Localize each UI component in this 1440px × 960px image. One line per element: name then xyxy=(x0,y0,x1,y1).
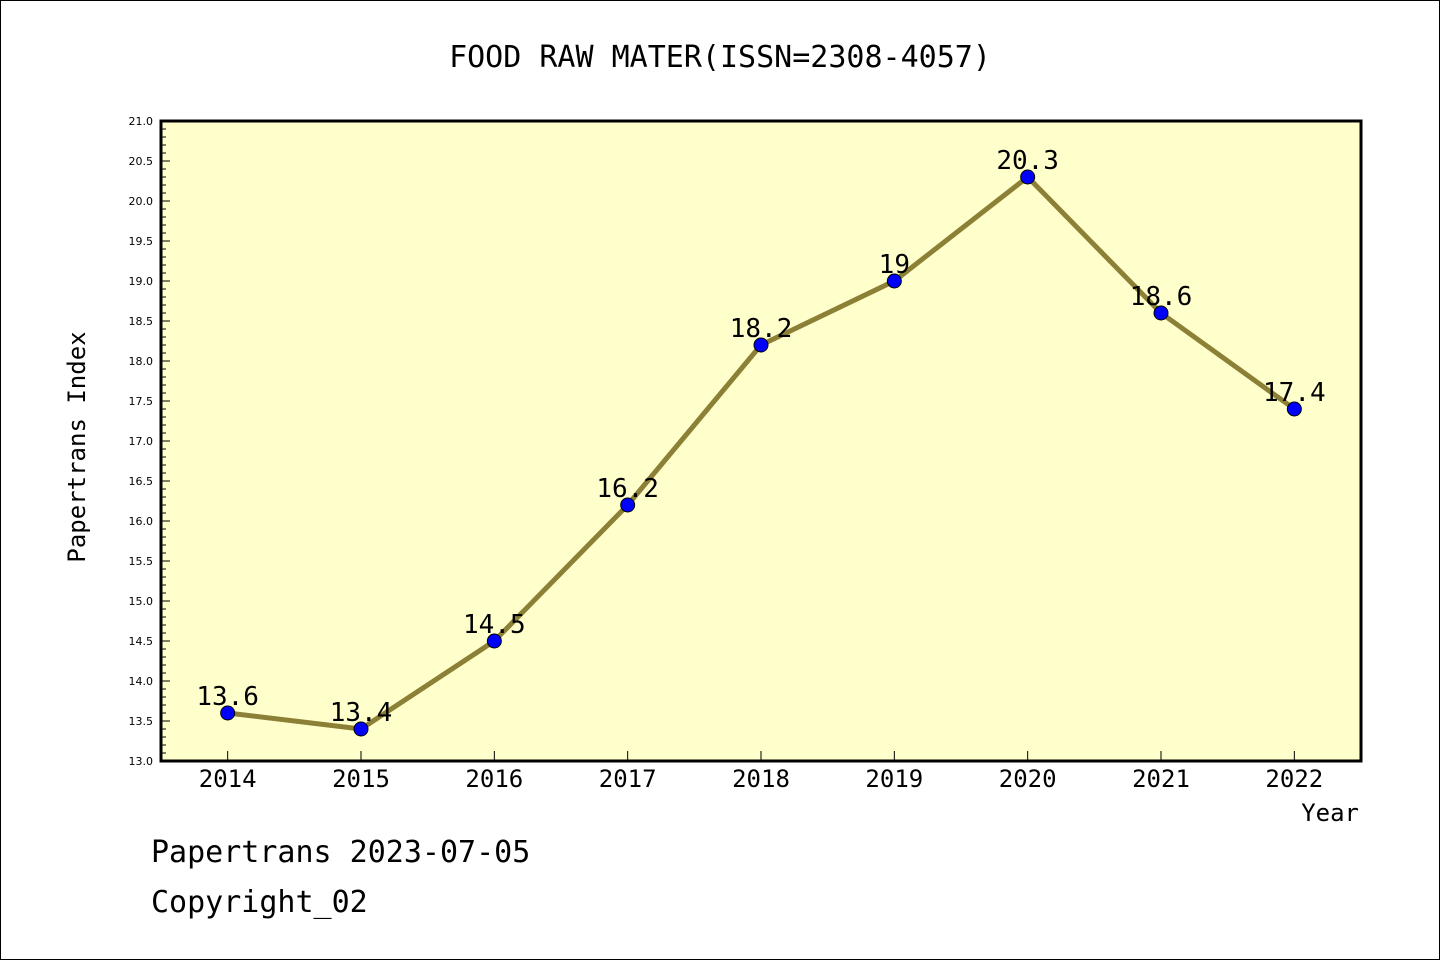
y-tick-label: 18.0 xyxy=(129,355,154,368)
data-label: 19 xyxy=(879,250,910,280)
y-tick-label: 19.5 xyxy=(129,235,154,248)
y-tick-label: 17.5 xyxy=(129,395,154,408)
data-label: 17.4 xyxy=(1263,378,1326,408)
data-point xyxy=(753,337,769,353)
x-axis-label: Year xyxy=(1301,799,1359,827)
data-labels: 13.6 13.4 14.5 16.2 18.2 19 20.3 18.6 17.4 xyxy=(196,146,1325,728)
y-tick-label: 20.5 xyxy=(129,155,154,168)
y-tick-label: 16.0 xyxy=(129,515,154,528)
x-tick-label: 2014 xyxy=(199,765,257,793)
data-label: 20.3 xyxy=(996,146,1059,176)
x-tick-label: 2020 xyxy=(999,765,1057,793)
x-tick-label: 2019 xyxy=(865,765,923,793)
y-tick-label: 15.0 xyxy=(129,595,154,608)
data-label: 18.2 xyxy=(730,314,793,344)
y-tick-label: 16.5 xyxy=(129,475,154,488)
footer-copyright: Copyright_02 xyxy=(151,885,368,920)
data-point xyxy=(1020,169,1036,185)
data-point xyxy=(1153,305,1169,321)
x-tick-label: 2015 xyxy=(332,765,390,793)
x-tick-label: 2016 xyxy=(465,765,523,793)
x-tick-label: 2018 xyxy=(732,765,790,793)
data-label: 13.4 xyxy=(330,698,393,728)
y-tick-label: 18.5 xyxy=(129,315,154,328)
y-axis: 13.0 13.5 14.0 14.5 15.0 15.5 16.0 16.5 17.0 17.5… xyxy=(129,115,170,768)
x-tick-label: 2022 xyxy=(1265,765,1323,793)
x-axis: 2014 2015 2016 2017 2018 2019 2020 2021 2022 xyxy=(199,751,1323,793)
data-point xyxy=(620,497,636,513)
y-tick-label: 15.5 xyxy=(129,555,154,568)
y-tick-label: 19.0 xyxy=(129,275,154,288)
data-point xyxy=(1286,401,1302,417)
plot-area xyxy=(159,119,1363,763)
y-tick-label: 17.0 xyxy=(129,435,154,448)
y-tick-label: 14.5 xyxy=(129,635,154,648)
y-tick-label: 14.0 xyxy=(129,675,154,688)
y-axis-label: Papertrans Index xyxy=(63,331,91,562)
data-point xyxy=(486,633,502,649)
data-label: 16.2 xyxy=(596,474,659,504)
y-tick-label: 21.0 xyxy=(129,115,154,128)
data-label: 13.6 xyxy=(196,682,259,712)
y-tick-label: 20.0 xyxy=(129,195,154,208)
y-tick-label: 13.5 xyxy=(129,715,154,728)
footer-date: Papertrans 2023-07-05 xyxy=(151,835,531,870)
data-label: 14.5 xyxy=(463,610,526,640)
data-point xyxy=(886,273,902,289)
y-tick-label: 13.0 xyxy=(129,755,154,768)
x-tick-label: 2017 xyxy=(599,765,657,793)
x-tick-label: 2021 xyxy=(1132,765,1190,793)
data-label: 18.6 xyxy=(1130,282,1193,312)
data-markers xyxy=(220,169,1302,737)
data-point xyxy=(220,705,236,721)
data-point xyxy=(353,721,369,737)
chart-title: FOOD RAW MATER(ISSN=2308-4057) xyxy=(449,40,991,75)
